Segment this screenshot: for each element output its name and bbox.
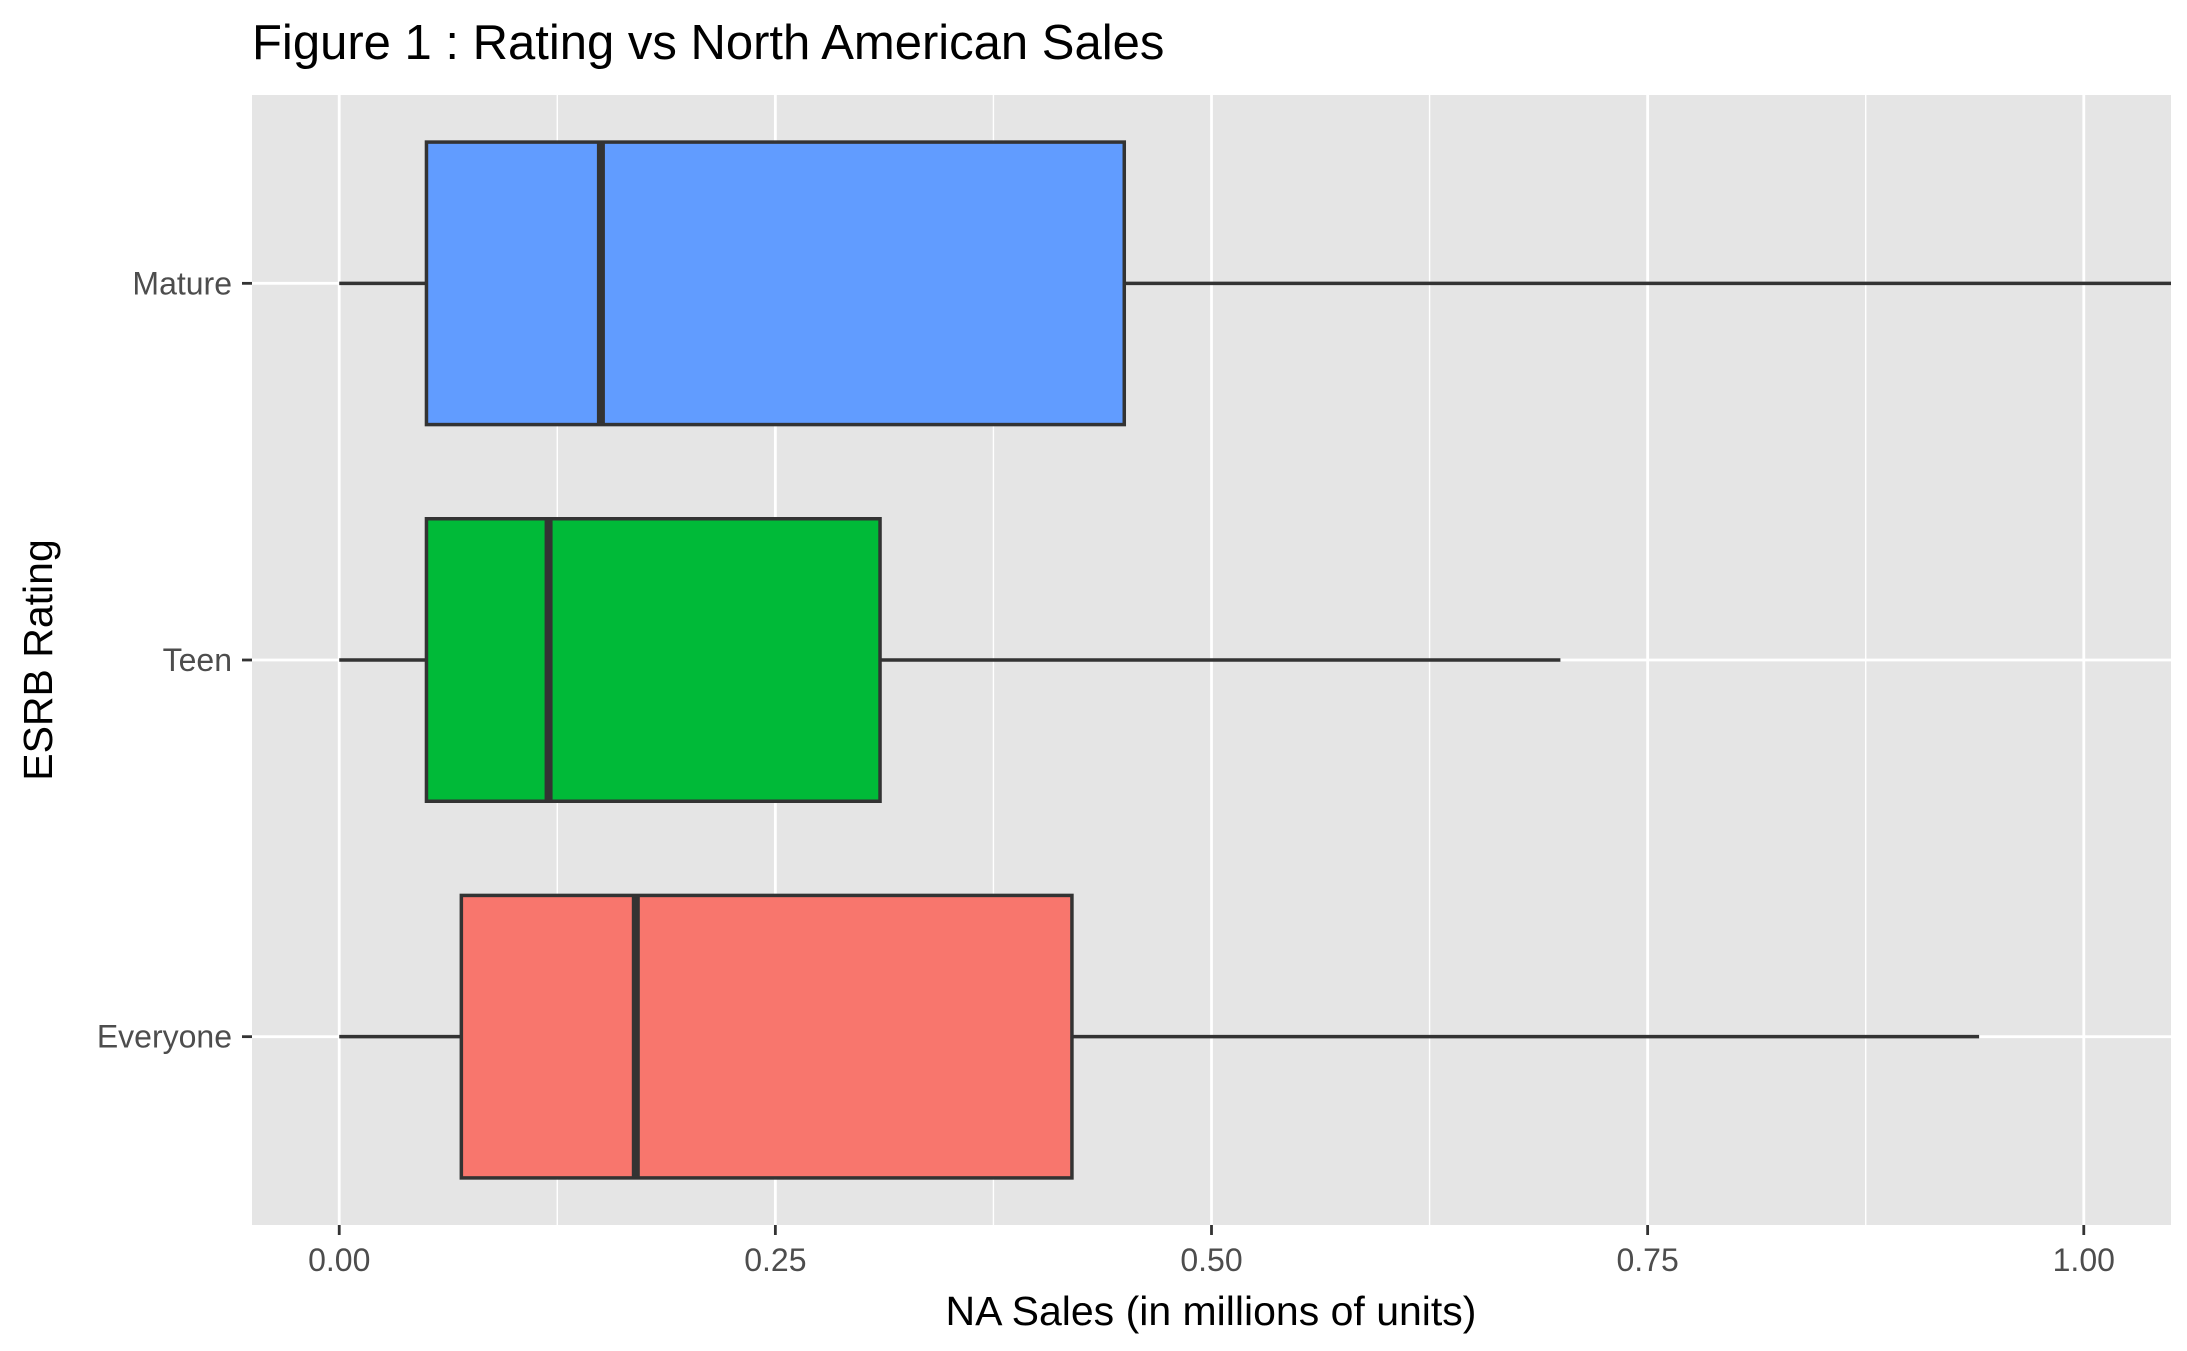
iqr-box [424, 140, 1127, 427]
x-tick-label: 0.75 [1616, 1242, 1678, 1278]
box-teen [339, 517, 1561, 803]
iqr-box [424, 517, 882, 803]
y-tick-label: Mature [132, 265, 232, 301]
iqr-box [459, 893, 1074, 1180]
x-tick-label: 1.00 [2053, 1242, 2115, 1278]
axes: 0.00 0.25 0.50 0.75 1.00 Everyone Teen Mature [97, 265, 2115, 1278]
y-axis-title: ESRB Rating [15, 539, 61, 781]
y-tick-label: Everyone [97, 1019, 232, 1055]
x-tick-label: 0.00 [308, 1242, 370, 1278]
x-axis-title: NA Sales (in millions of units) [946, 1288, 1477, 1334]
x-tick-label: 0.50 [1180, 1242, 1242, 1278]
box-mature [339, 140, 2171, 427]
y-tick-label: Teen [163, 642, 232, 678]
x-tick-label: 0.25 [744, 1242, 806, 1278]
box-everyone [339, 893, 1980, 1180]
chart-title: Figure 1 : Rating vs North American Sale… [252, 16, 1164, 70]
boxes [339, 140, 2171, 1180]
